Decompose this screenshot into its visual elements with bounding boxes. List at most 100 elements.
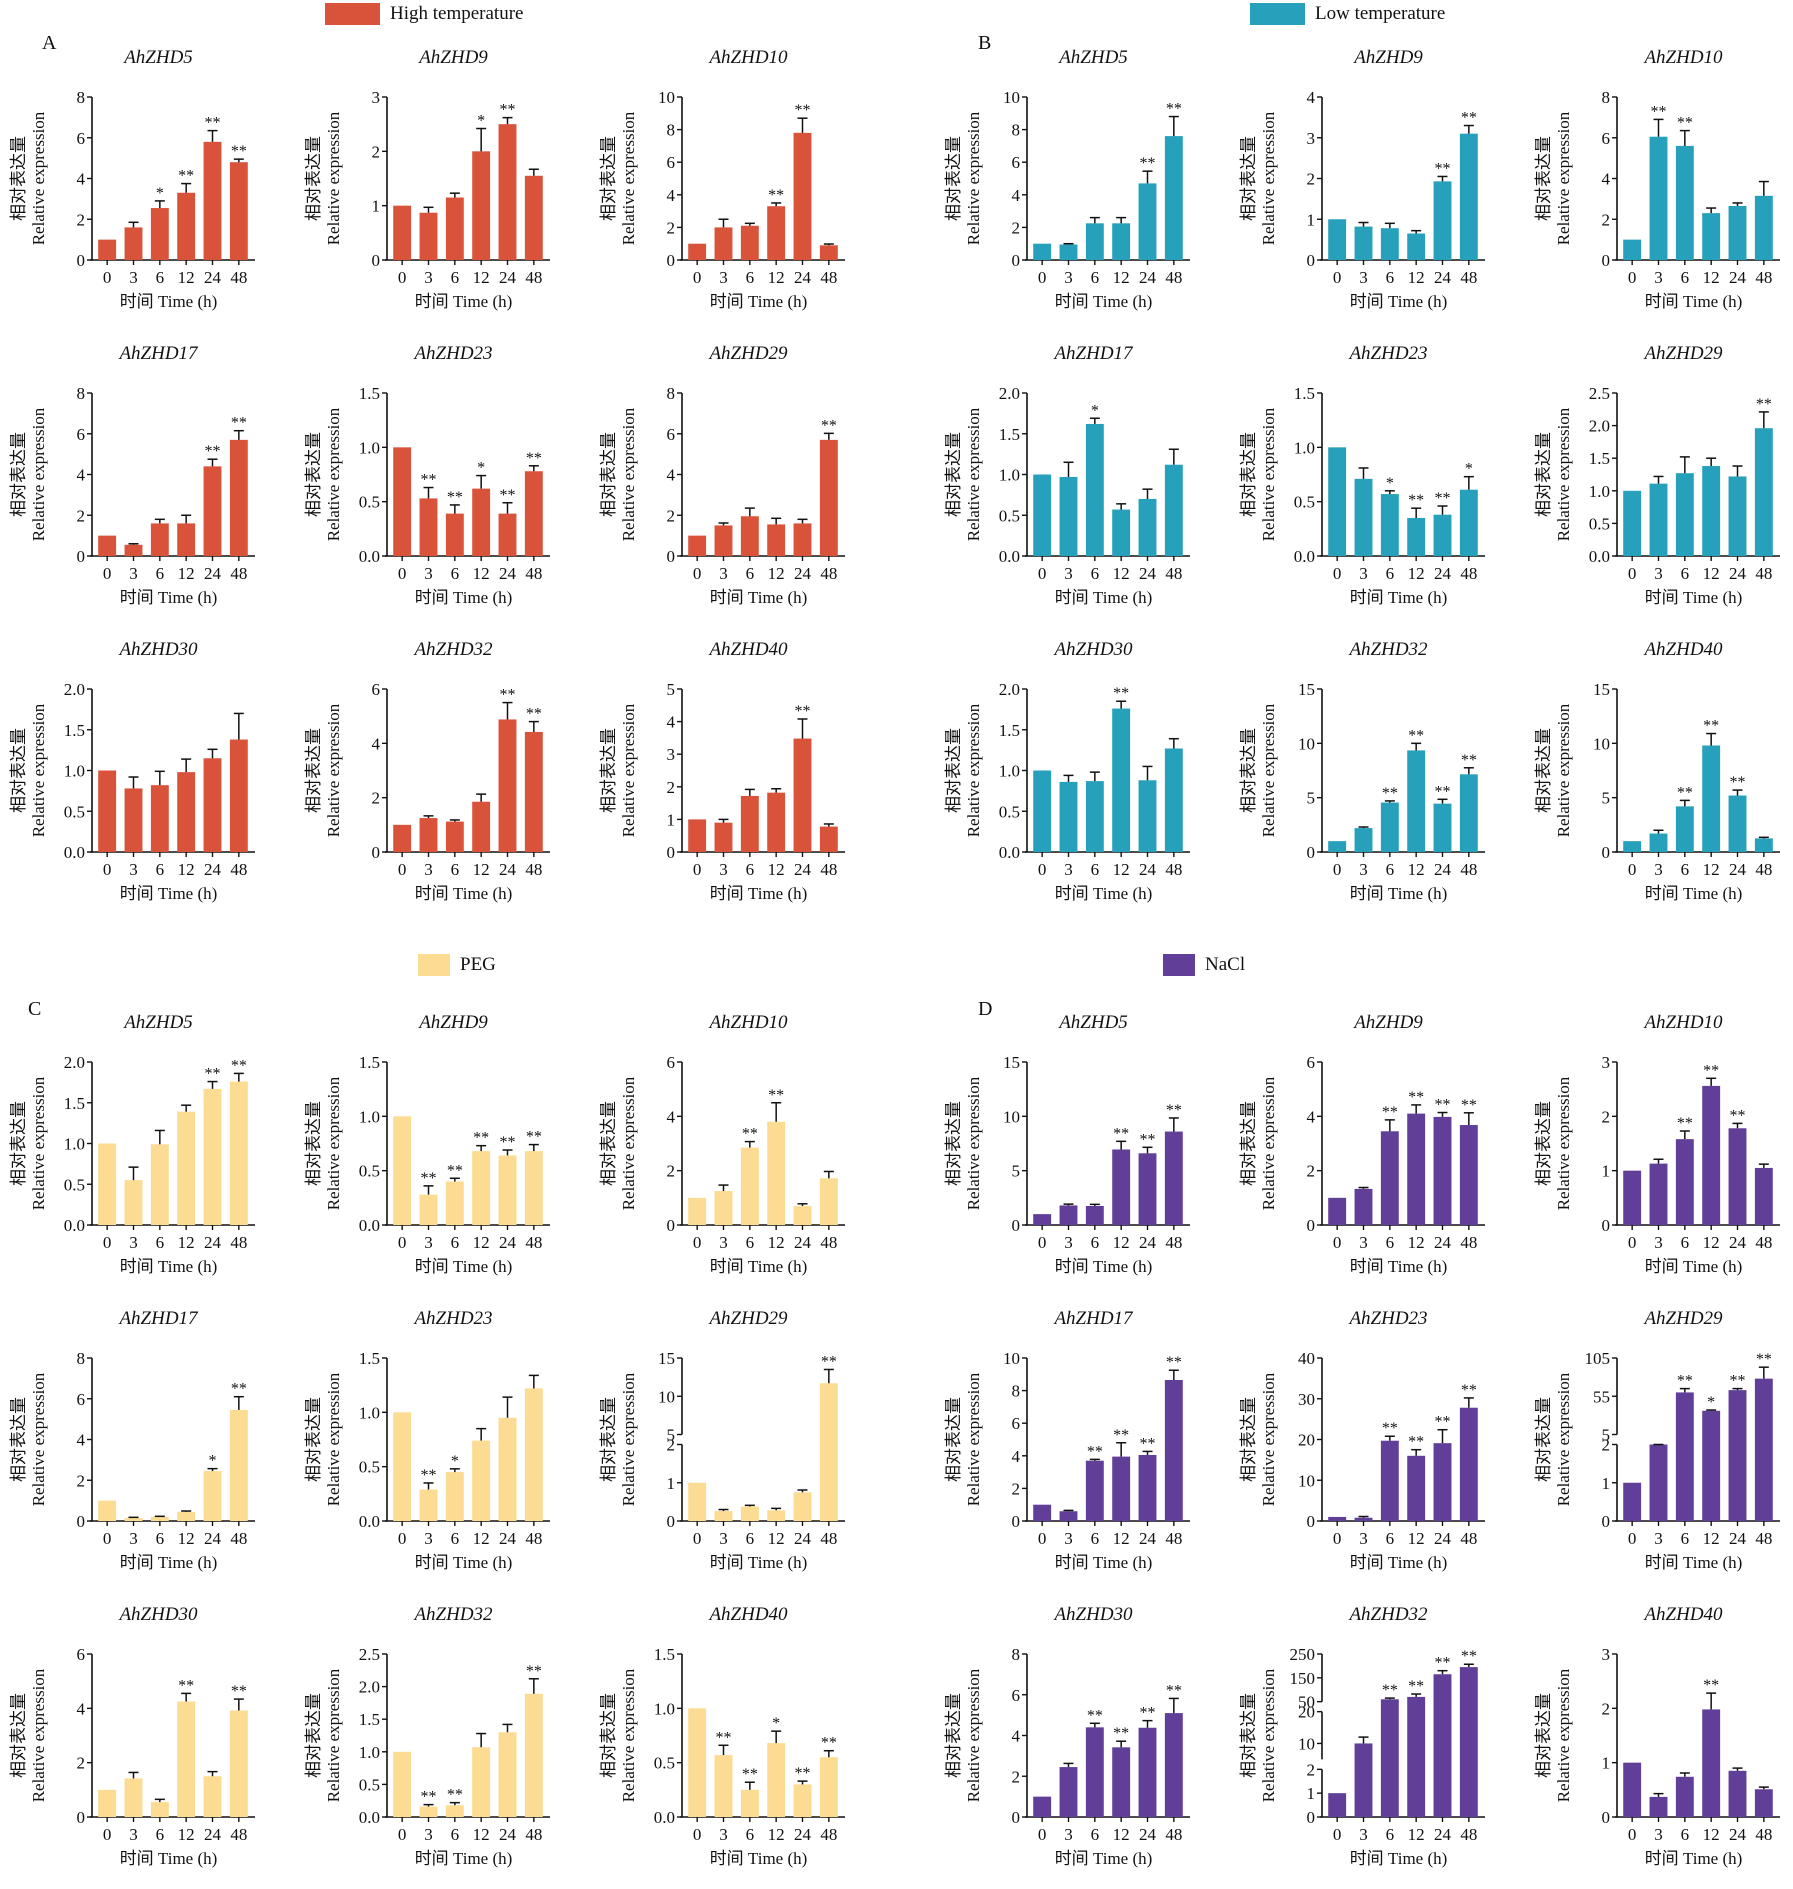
y-tick-label: 10: [1003, 1349, 1020, 1368]
y-axis-label-en: Relative expression: [964, 1076, 983, 1210]
x-tick-label: 6: [1091, 1233, 1100, 1252]
y-tick-label: 0.5: [359, 1458, 380, 1477]
bar: [124, 1517, 143, 1521]
x-tick-label: 3: [1654, 1825, 1663, 1844]
x-tick-label: 24: [794, 1233, 812, 1252]
significance-mark: **: [500, 487, 516, 504]
y-tick-label: 4: [1602, 170, 1611, 189]
y-axis-label-en: Relative expression: [1554, 1076, 1573, 1210]
y-tick-label: 0: [1307, 843, 1316, 862]
y-axis-label-cn: 相对表达量: [599, 728, 618, 813]
chart-b-ahzhd17: AhZHD17 0.0 0.5 1.0 1.5 2.0 0 3 * 6 12 24 48 时间 Time …: [935, 341, 1225, 607]
x-tick-label: 48: [820, 564, 837, 583]
bar: [1649, 1796, 1668, 1817]
y-tick-label: 40: [1298, 1349, 1315, 1368]
significance-mark: **: [1730, 774, 1746, 791]
bar: [1675, 1392, 1694, 1521]
chart-title: AhZHD32: [412, 639, 493, 660]
bar: [688, 819, 707, 852]
y-tick-label: 0.0: [1589, 547, 1610, 566]
x-tick-label: 24: [1729, 1529, 1747, 1548]
bar: [1380, 1131, 1399, 1225]
significance-mark: **: [1140, 155, 1156, 172]
bar: [203, 758, 222, 852]
significance-mark: **: [526, 1663, 542, 1680]
x-tick-label: 12: [768, 1233, 785, 1252]
x-tick-label: 48: [1755, 268, 1772, 287]
x-tick-label: 24: [1729, 1233, 1747, 1252]
bar: [419, 1489, 438, 1521]
x-tick-label: 0: [1333, 1825, 1342, 1844]
y-tick-label: 2.0: [999, 384, 1020, 403]
bar: [1354, 478, 1373, 556]
y-tick-label: 2: [77, 1471, 86, 1490]
x-tick-label: 0: [103, 564, 112, 583]
y-tick-label: 2.0: [359, 1678, 380, 1697]
y-tick-label: 6: [1012, 153, 1021, 172]
x-tick-label: 6: [451, 1529, 460, 1548]
bar: [150, 785, 169, 852]
significance-mark: **: [1140, 1705, 1156, 1722]
x-tick-label: 48: [525, 268, 542, 287]
bar: [472, 1747, 491, 1817]
bar: [1433, 181, 1452, 260]
y-tick-label: 105: [1585, 1349, 1611, 1368]
y-axis-label-en: Relative expression: [1259, 111, 1278, 245]
x-tick-label: 24: [1139, 1825, 1157, 1844]
x-tick-label: 0: [103, 1233, 112, 1252]
x-axis-label: 时间 Time (h): [710, 292, 808, 311]
y-tick-label: 8: [1012, 1645, 1021, 1664]
y-tick-label: 6: [667, 1053, 676, 1072]
bar: [1754, 838, 1773, 852]
bar: [1407, 750, 1426, 852]
chart-title: AhZHD17: [117, 1308, 199, 1329]
bar: [445, 197, 464, 260]
x-tick-label: 6: [1681, 1825, 1690, 1844]
x-axis-label: 时间 Time (h): [1055, 1849, 1153, 1868]
y-tick-label: 50: [1298, 1693, 1315, 1712]
bar: [1085, 781, 1104, 852]
significance-mark: **: [1756, 396, 1772, 413]
x-tick-label: 3: [424, 1233, 433, 1252]
x-tick-label: 24: [204, 268, 222, 287]
x-tick-label: 3: [1654, 860, 1663, 879]
bar: [1728, 1770, 1747, 1817]
y-tick-label: 1.0: [999, 466, 1020, 485]
x-tick-label: 3: [129, 860, 138, 879]
chart-title: AhZHD40: [707, 639, 788, 660]
bar: [524, 1151, 543, 1225]
y-tick-label: 3: [1307, 129, 1316, 148]
bar: [767, 206, 786, 260]
x-tick-label: 48: [820, 1825, 837, 1844]
y-tick-label: 8: [77, 88, 86, 107]
y-axis-label-en: Relative expression: [619, 1076, 638, 1210]
significance-mark: **: [1677, 784, 1693, 801]
legend-label: High temperature: [390, 3, 524, 24]
x-tick-label: 12: [1703, 1825, 1720, 1844]
x-axis-label: 时间 Time (h): [1645, 884, 1743, 903]
chart-c-ahzhd5: AhZHD5 0.0 0.5 1.0 1.5 2.0 0 3 6 12 ** 24 ** 48 时间 Tim…: [0, 1010, 290, 1276]
x-tick-label: 3: [1359, 564, 1368, 583]
y-tick-label: 0: [1307, 1216, 1316, 1235]
x-tick-label: 0: [693, 1233, 702, 1252]
x-tick-label: 3: [719, 268, 728, 287]
x-tick-label: 3: [1064, 268, 1073, 287]
y-tick-label: 3: [1602, 1645, 1611, 1664]
bar: [472, 801, 491, 852]
y-tick-label: 8: [1602, 88, 1611, 107]
chart-svg: AhZHD9 0.0 0.5 1.0 1.5 0 ** 3 ** 6 ** 12 ** 24 ** 48 时间 …: [304, 1012, 550, 1276]
x-tick-label: 48: [1460, 1529, 1477, 1548]
y-axis-label-en: Relative expression: [1259, 1076, 1278, 1210]
bar: [1380, 228, 1399, 260]
y-tick-label: 4: [667, 186, 676, 205]
y-tick-label: 6: [1012, 1414, 1021, 1433]
bar: [1433, 1674, 1452, 1817]
x-tick-label: 48: [525, 1233, 542, 1252]
chart-title: AhZHD10: [707, 47, 788, 68]
bar: [229, 162, 248, 260]
chart-b-ahzhd5: AhZHD5 0 2 4 6 8 10 0 3 6 12 ** 24 ** 48 时间 Time (h) 相对表…: [935, 45, 1225, 311]
y-axis-label-en: Relative expression: [964, 1372, 983, 1506]
bar: [472, 1151, 491, 1225]
